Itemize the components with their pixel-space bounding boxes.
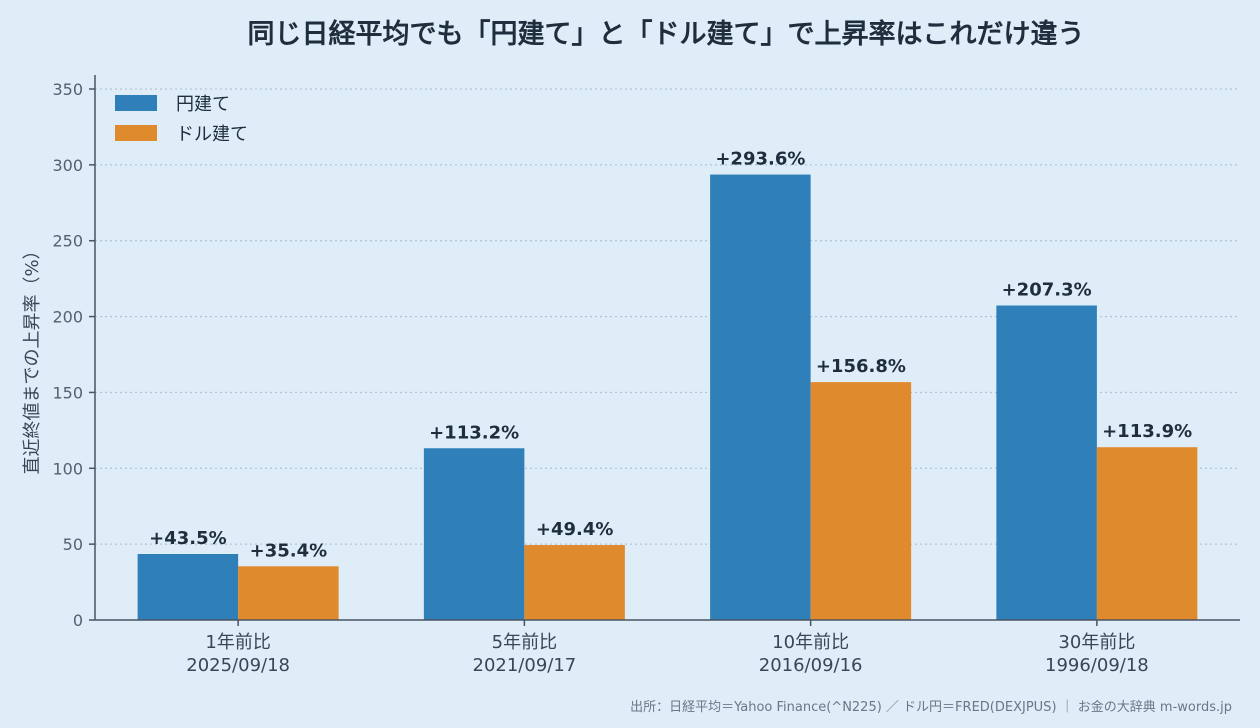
y-tick-label: 150 — [52, 383, 83, 402]
y-tick-labels: 0 50 100 150 200 250 300 350 — [52, 80, 95, 630]
bar-yen — [710, 174, 811, 620]
data-labels: +43.5% +35.4% +113.2% +49.4% +293.6% +156.8% +… — [149, 149, 1192, 562]
x-tick-label: 5年前比 — [492, 632, 557, 653]
bar-dollar — [810, 382, 912, 620]
x-tick-label: 1年前比 — [205, 632, 270, 653]
data-label: +207.3% — [1002, 279, 1092, 300]
legend-swatch-yen — [115, 95, 157, 111]
x-tick-label: 10年前比 — [772, 632, 849, 653]
y-tick-label: 200 — [52, 308, 83, 327]
bars — [137, 174, 1198, 620]
y-axis-label: 直近終値までの上昇率（%） — [22, 241, 43, 474]
data-label: +49.4% — [536, 519, 614, 540]
legend-label-dollar: ドル建て — [176, 124, 248, 145]
data-label: +43.5% — [149, 528, 227, 549]
x-tick-date: 2021/09/17 — [473, 655, 577, 676]
grid-lines — [95, 88, 1240, 545]
data-label: +113.9% — [1102, 421, 1192, 442]
bar-dollar — [1096, 447, 1198, 620]
x-tick-date: 2025/09/18 — [186, 655, 290, 676]
data-label: +35.4% — [250, 540, 328, 561]
data-label: +113.2% — [429, 422, 519, 443]
y-tick-label: 0 — [73, 611, 83, 630]
x-tick-date: 1996/09/18 — [1045, 655, 1149, 676]
chart-title: 同じ日経平均でも「円建て」と「ドル建て」で上昇率はこれだけ違う — [248, 18, 1085, 50]
source-note: 出所：日経平均＝Yahoo Finance(^N225) ／ ドル円＝FRED(… — [630, 699, 1232, 715]
y-tick-label: 100 — [52, 459, 83, 478]
legend-label-yen: 円建て — [176, 94, 230, 115]
y-tick-label: 350 — [52, 80, 83, 99]
bar-yen — [423, 448, 525, 620]
data-label: +293.6% — [715, 149, 805, 170]
bar-dollar — [238, 566, 339, 620]
x-tick-label: 30年前比 — [1058, 632, 1135, 653]
y-tick-label: 250 — [52, 232, 83, 251]
bar-yen — [996, 305, 1097, 620]
legend-swatch-dollar — [115, 125, 157, 141]
data-label: +156.8% — [816, 356, 906, 377]
x-tick-date: 2016/09/16 — [759, 655, 863, 676]
bar-yen — [137, 554, 239, 620]
y-tick-label: 50 — [63, 535, 83, 554]
legend: 円建て ドル建て — [115, 94, 248, 145]
bar-dollar — [524, 545, 625, 620]
y-tick-label: 300 — [52, 156, 83, 175]
